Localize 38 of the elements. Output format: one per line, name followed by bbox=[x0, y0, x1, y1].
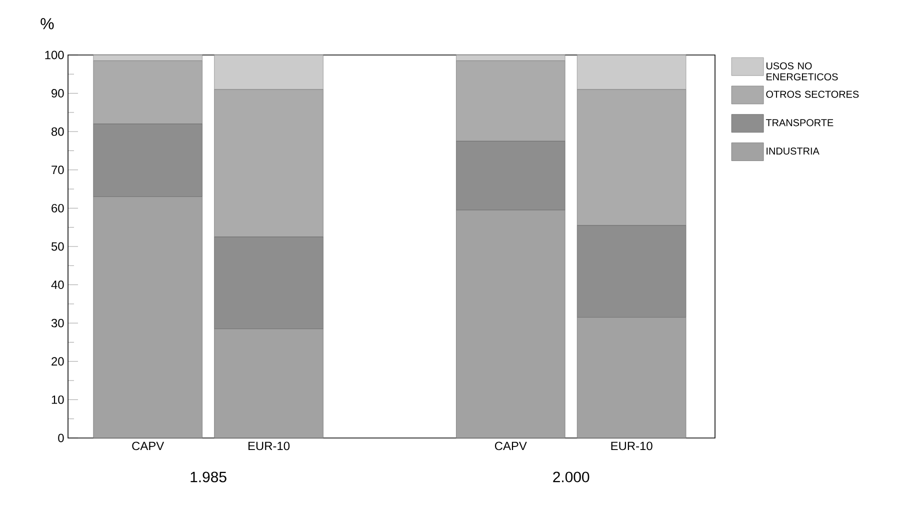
bar bbox=[93, 124, 202, 197]
y-tick-label: 10 bbox=[52, 395, 64, 404]
x-tick-label: CAPV bbox=[494, 442, 527, 450]
y-tick-label: 100 bbox=[45, 50, 64, 60]
y-tick-label: 50 bbox=[51, 242, 64, 251]
bar bbox=[214, 328, 324, 438]
bar bbox=[576, 89, 686, 226]
y-tick-label: 40 bbox=[51, 280, 64, 290]
legend-label: USOS NO ENERGETICOS bbox=[766, 62, 838, 80]
bar bbox=[93, 196, 202, 438]
bar bbox=[93, 60, 202, 124]
y-tick-label: 70 bbox=[52, 166, 64, 174]
y-tick-label: 20 bbox=[52, 357, 64, 366]
bar bbox=[456, 54, 566, 61]
bar bbox=[456, 140, 566, 210]
bar bbox=[576, 317, 686, 438]
bar bbox=[456, 210, 566, 438]
bar bbox=[93, 54, 202, 61]
y-tick-label: 0 bbox=[58, 434, 64, 442]
x-tick-label: EUR-10 bbox=[248, 442, 290, 450]
bar bbox=[576, 225, 686, 318]
y-tick-label: 90 bbox=[52, 89, 64, 98]
x-tick-label: EUR-10 bbox=[611, 442, 652, 450]
y-tick-label: 30 bbox=[51, 318, 64, 328]
text: 2.000 bbox=[553, 472, 590, 482]
bar bbox=[576, 54, 686, 90]
legend-label: OTROS SECTORES bbox=[766, 90, 859, 98]
bar bbox=[456, 60, 566, 142]
x-tick-label: CAPV bbox=[132, 442, 164, 450]
legend-label: INDUSTRIA bbox=[766, 148, 820, 155]
legend-label: TRANSPORTE bbox=[766, 119, 834, 126]
text: 1.985 bbox=[190, 472, 226, 482]
y-axis-title: % bbox=[40, 18, 54, 30]
bar bbox=[214, 54, 324, 90]
y-tick-label: 80 bbox=[52, 127, 64, 136]
bar bbox=[214, 89, 324, 238]
bar bbox=[214, 236, 324, 330]
y-tick-label: 60 bbox=[52, 204, 64, 212]
